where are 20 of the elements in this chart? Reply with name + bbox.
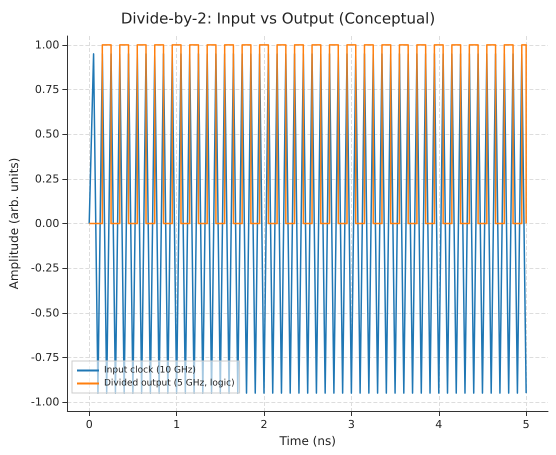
y-axis-title: Amplitude (arb. units) bbox=[7, 158, 21, 290]
y-tick-label: 0.25 bbox=[34, 172, 60, 186]
y-tick-label: -0.25 bbox=[30, 262, 60, 275]
x-tick-label: 0 bbox=[86, 418, 93, 431]
x-tick-label: 5 bbox=[522, 418, 530, 431]
legend-label: Input clock (10 GHz) bbox=[104, 366, 196, 376]
chart-title: Divide-by-2: Input vs Output (Conceptual) bbox=[120, 10, 436, 28]
y-tick-label: -0.50 bbox=[30, 306, 60, 320]
x-tick-label: 4 bbox=[435, 418, 442, 431]
y-tick-label: 1.00 bbox=[34, 38, 60, 52]
legend-label: Divided output (5 GHz, logic) bbox=[104, 378, 235, 388]
y-tick-label: 0.00 bbox=[34, 217, 60, 230]
y-tick-label: 0.75 bbox=[34, 83, 60, 96]
y-tick-label: -1.00 bbox=[30, 396, 60, 409]
x-axis-title: Time (ns) bbox=[278, 434, 336, 448]
y-tick-label: -0.75 bbox=[30, 350, 60, 364]
y-tick-label: 0.50 bbox=[34, 128, 60, 141]
x-tick-label: 1 bbox=[173, 418, 180, 431]
x-tick-label: 3 bbox=[348, 418, 355, 431]
x-tick-label: 2 bbox=[260, 418, 268, 431]
